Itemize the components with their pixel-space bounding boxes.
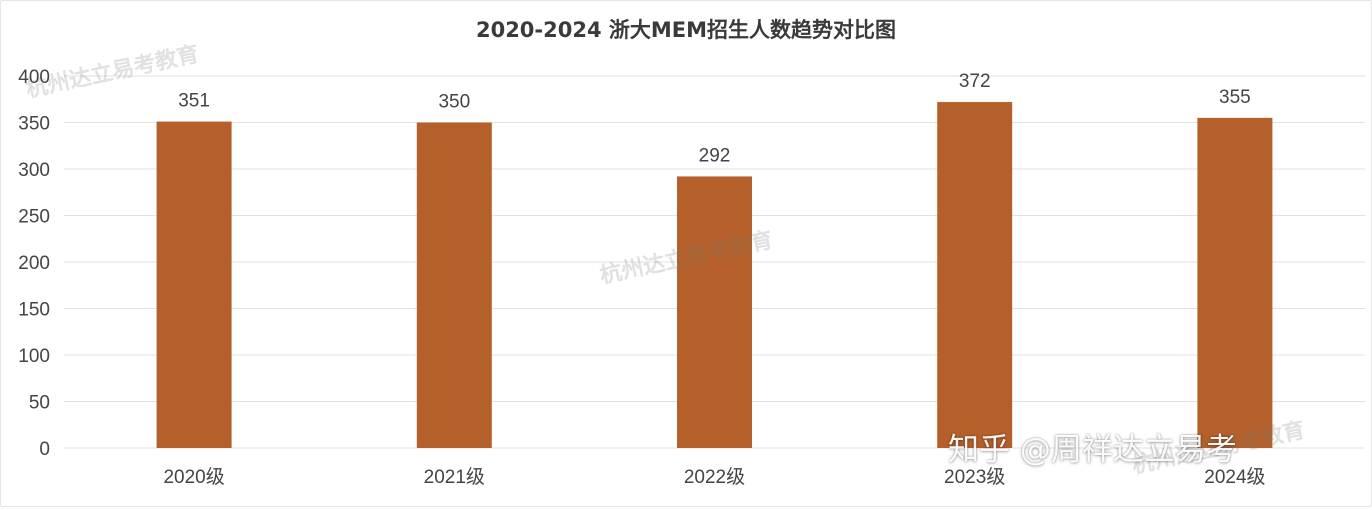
data-labels: 351 350 292 372 355 — [178, 71, 1251, 166]
x-tick-label: 2020级 — [163, 466, 224, 488]
x-tick-label: 2024级 — [1204, 466, 1265, 488]
data-label: 372 — [959, 71, 991, 92]
y-tick-label: 150 — [18, 300, 50, 321]
zhihu-watermark: 知乎 @周祥达立易考 — [948, 432, 1237, 468]
bar — [937, 102, 1013, 448]
y-tick-label: 50 — [29, 393, 50, 414]
y-tick-label: 300 — [18, 160, 50, 181]
y-tick-label: 400 — [18, 67, 50, 88]
x-tick-label: 2022级 — [684, 466, 745, 488]
bars — [156, 102, 1273, 448]
data-label: 292 — [699, 145, 731, 166]
data-label: 350 — [438, 92, 470, 113]
y-tick-label: 250 — [18, 207, 50, 228]
bar — [416, 122, 492, 448]
x-tick-label: 2021级 — [424, 466, 485, 488]
data-label: 351 — [178, 91, 210, 112]
y-tick-label: 0 — [39, 439, 50, 460]
y-tick-label: 100 — [18, 346, 50, 367]
chart-title: 2020-2024 浙大MEM招生人数趋势对比图 — [475, 18, 897, 42]
data-label: 355 — [1219, 87, 1251, 108]
x-tick-label: 2023级 — [944, 466, 1005, 488]
y-axis-ticks: 0 50 100 150 200 250 300 350 400 — [18, 67, 50, 460]
y-tick-label: 200 — [18, 253, 50, 274]
x-axis-ticks: 2020级 2021级 2022级 2023级 2024级 — [163, 466, 1265, 488]
bar — [677, 176, 752, 448]
bar — [156, 121, 232, 448]
bar — [1197, 117, 1273, 448]
y-tick-label: 350 — [18, 114, 50, 135]
